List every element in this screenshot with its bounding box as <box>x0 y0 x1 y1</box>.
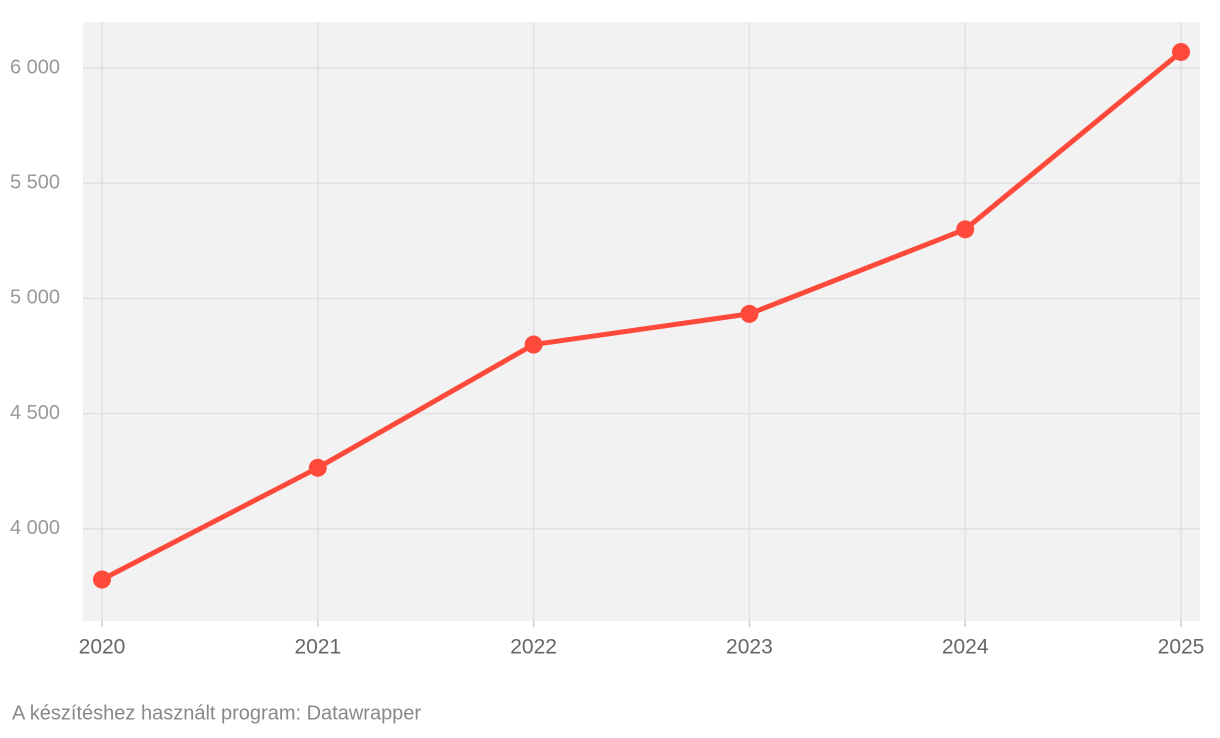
y-tick-label: 4 500 <box>10 402 60 424</box>
footer: A készítéshez használt program: Datawrap… <box>12 702 421 724</box>
line <box>100 50 1183 582</box>
x-tick-label: 2023 <box>726 636 773 659</box>
x-tick-label: 2021 <box>294 636 341 659</box>
point <box>524 335 543 354</box>
point <box>93 570 111 589</box>
y-tick-label: 5 500 <box>10 172 60 194</box>
y-tick-label: 6 000 <box>10 56 60 78</box>
grid <box>83 22 1200 621</box>
x-tick-label: 2022 <box>510 636 557 659</box>
x-tick-label: 2025 <box>1158 636 1205 659</box>
plot-background <box>83 22 1200 621</box>
y-tick-label: 5 000 <box>10 287 60 309</box>
y-tick-label: 4 000 <box>10 517 60 539</box>
x-tick-label: 2024 <box>942 636 989 659</box>
point <box>1172 42 1190 61</box>
point <box>740 304 759 323</box>
point <box>956 220 975 239</box>
point <box>308 458 327 477</box>
x-tick-label: 2020 <box>79 636 126 659</box>
